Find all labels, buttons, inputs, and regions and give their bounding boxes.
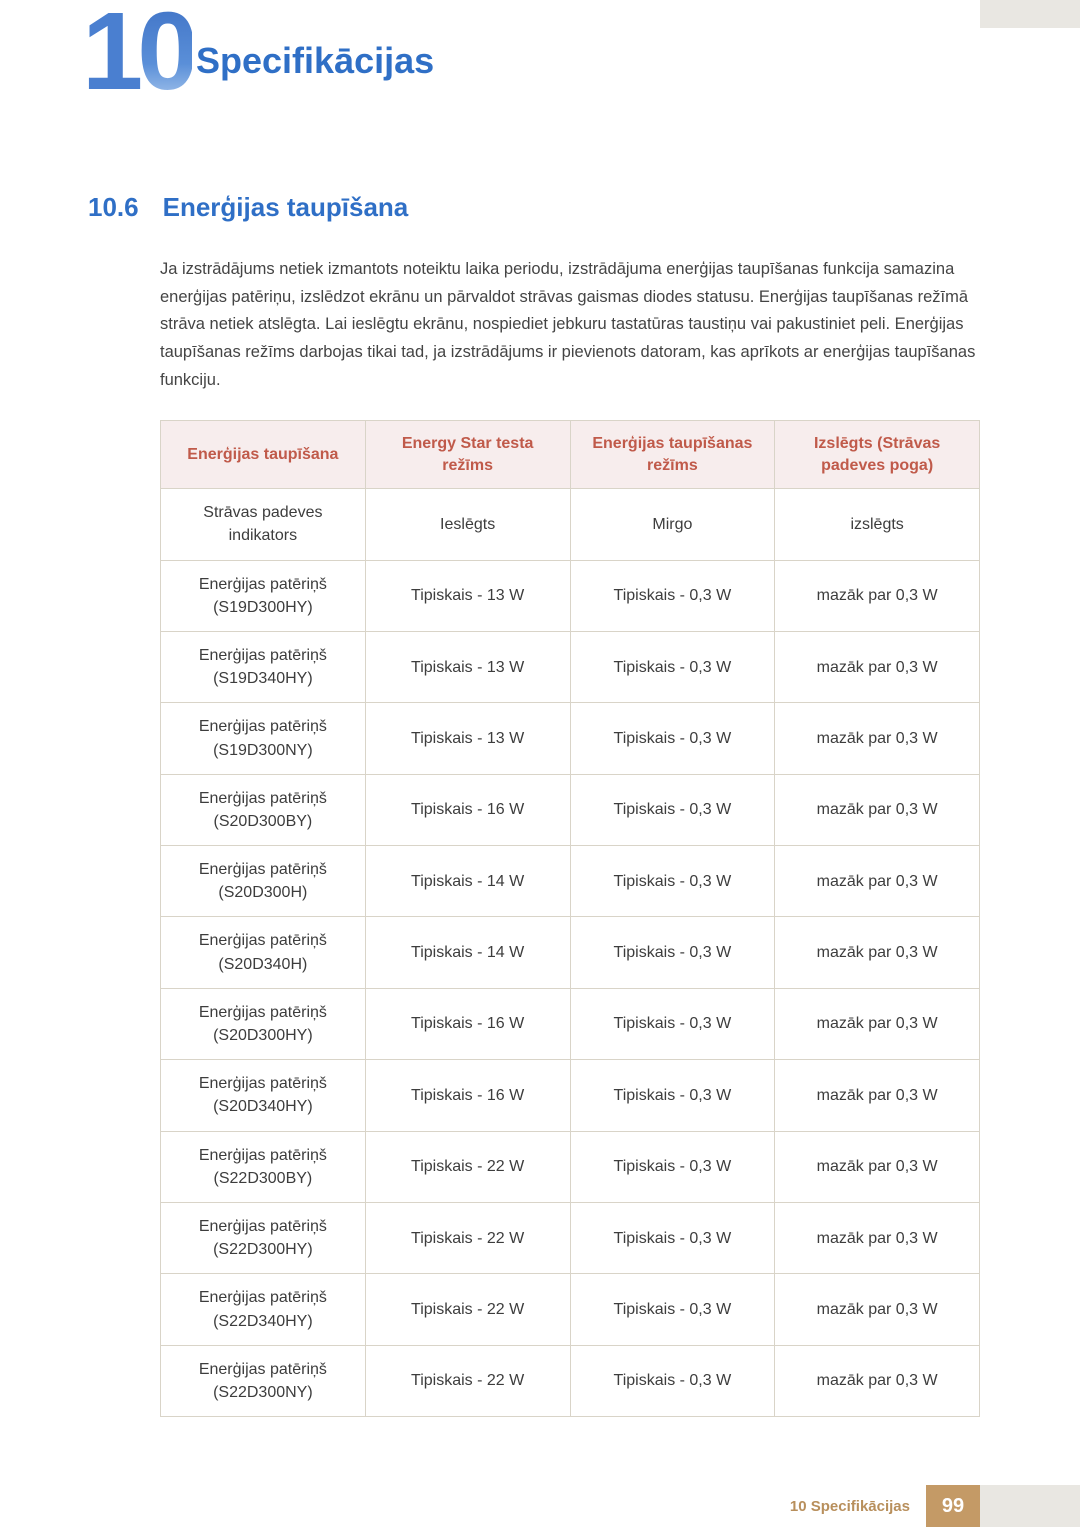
row-label: Enerģijas patēriņš(S20D340H) bbox=[161, 917, 366, 988]
table-row: Enerģijas patēriņš(S19D340HY)Tipiskais -… bbox=[161, 631, 980, 702]
chapter-number-badge: 10 bbox=[82, 0, 192, 105]
row-label: Enerģijas patēriņš(S20D300H) bbox=[161, 846, 366, 917]
cell: Tipiskais - 22 W bbox=[365, 1345, 570, 1416]
table-row: Enerģijas patēriņš(S20D300HY)Tipiskais -… bbox=[161, 988, 980, 1059]
cell: Tipiskais - 0,3 W bbox=[570, 560, 775, 631]
cell: Tipiskais - 16 W bbox=[365, 1060, 570, 1131]
cell: Tipiskais - 0,3 W bbox=[570, 988, 775, 1059]
cell: Tipiskais - 0,3 W bbox=[570, 1202, 775, 1273]
cell: mazāk par 0,3 W bbox=[775, 774, 980, 845]
cell: Tipiskais - 14 W bbox=[365, 917, 570, 988]
table-row: Strāvas padevesindikatorsIeslēgtsMirgoiz… bbox=[161, 489, 980, 560]
cell: mazāk par 0,3 W bbox=[775, 1345, 980, 1416]
col-header-2: Enerģijas taupīšanas režīms bbox=[570, 421, 775, 489]
row-label: Enerģijas patēriņš(S22D300BY) bbox=[161, 1131, 366, 1202]
col-header-3: Izslēgts (Strāvas padeves poga) bbox=[775, 421, 980, 489]
section-title: Enerģijas taupīšana bbox=[163, 192, 409, 223]
cell: mazāk par 0,3 W bbox=[775, 1060, 980, 1131]
cell: Tipiskais - 22 W bbox=[365, 1131, 570, 1202]
cell: Tipiskais - 0,3 W bbox=[570, 1345, 775, 1416]
table-row: Enerģijas patēriņš(S19D300HY)Tipiskais -… bbox=[161, 560, 980, 631]
cell: Tipiskais - 0,3 W bbox=[570, 917, 775, 988]
cell: mazāk par 0,3 W bbox=[775, 846, 980, 917]
row-label: Enerģijas patēriņš(S22D340HY) bbox=[161, 1274, 366, 1345]
table-row: Enerģijas patēriņš(S20D340H)Tipiskais - … bbox=[161, 917, 980, 988]
cell: Ieslēgts bbox=[365, 489, 570, 560]
chapter-digit-1: 1 bbox=[82, 0, 137, 113]
row-label: Enerģijas patēriņš(S20D300BY) bbox=[161, 774, 366, 845]
table-row: Enerģijas patēriņš(S22D340HY)Tipiskais -… bbox=[161, 1274, 980, 1345]
table-row: Enerģijas patēriņš(S22D300NY)Tipiskais -… bbox=[161, 1345, 980, 1416]
cell: Tipiskais - 0,3 W bbox=[570, 1131, 775, 1202]
row-label: Enerģijas patēriņš(S22D300HY) bbox=[161, 1202, 366, 1273]
page: 10 Specifikācijas 10.6 Enerģijas taupīša… bbox=[0, 0, 1080, 1527]
table-row: Enerģijas patēriņš(S20D300BY)Tipiskais -… bbox=[161, 774, 980, 845]
bottom-margin-bar bbox=[980, 1485, 1080, 1527]
table-row: Enerģijas patēriņš(S22D300BY)Tipiskais -… bbox=[161, 1131, 980, 1202]
cell: mazāk par 0,3 W bbox=[775, 703, 980, 774]
cell: mazāk par 0,3 W bbox=[775, 560, 980, 631]
top-margin-bar bbox=[980, 0, 1080, 28]
table-row: Enerģijas patēriņš(S20D300H)Tipiskais - … bbox=[161, 846, 980, 917]
col-header-0: Enerģijas taupīšana bbox=[161, 421, 366, 489]
cell: Tipiskais - 0,3 W bbox=[570, 703, 775, 774]
footer-label: 10 Specifikācijas bbox=[774, 1485, 926, 1527]
row-label: Enerģijas patēriņš(S22D300NY) bbox=[161, 1345, 366, 1416]
cell: Tipiskais - 13 W bbox=[365, 631, 570, 702]
cell: Mirgo bbox=[570, 489, 775, 560]
cell: mazāk par 0,3 W bbox=[775, 1202, 980, 1273]
cell: Tipiskais - 13 W bbox=[365, 560, 570, 631]
table: Enerģijas taupīšana Energy Star testa re… bbox=[160, 420, 980, 1417]
cell: Tipiskais - 14 W bbox=[365, 846, 570, 917]
table-head: Enerģijas taupīšana Energy Star testa re… bbox=[161, 421, 980, 489]
row-label: Enerģijas patēriņš(S20D300HY) bbox=[161, 988, 366, 1059]
row-label: Strāvas padevesindikators bbox=[161, 489, 366, 560]
cell: izslēgts bbox=[775, 489, 980, 560]
cell: mazāk par 0,3 W bbox=[775, 631, 980, 702]
table-row: Enerģijas patēriņš(S22D300HY)Tipiskais -… bbox=[161, 1202, 980, 1273]
table-header-row: Enerģijas taupīšana Energy Star testa re… bbox=[161, 421, 980, 489]
cell: Tipiskais - 0,3 W bbox=[570, 846, 775, 917]
cell: Tipiskais - 16 W bbox=[365, 988, 570, 1059]
chapter-title: Specifikācijas bbox=[196, 40, 434, 82]
cell: Tipiskais - 0,3 W bbox=[570, 1060, 775, 1131]
col-header-1: Energy Star testa režīms bbox=[365, 421, 570, 489]
table-body: Strāvas padevesindikatorsIeslēgtsMirgoiz… bbox=[161, 489, 980, 1417]
footer: 10 Specifikācijas 99 bbox=[0, 1485, 1080, 1527]
row-label: Enerģijas patēriņš(S20D340HY) bbox=[161, 1060, 366, 1131]
row-label: Enerģijas patēriņš(S19D300NY) bbox=[161, 703, 366, 774]
cell: mazāk par 0,3 W bbox=[775, 917, 980, 988]
cell: Tipiskais - 22 W bbox=[365, 1274, 570, 1345]
cell: mazāk par 0,3 W bbox=[775, 988, 980, 1059]
cell: mazāk par 0,3 W bbox=[775, 1131, 980, 1202]
cell: Tipiskais - 0,3 W bbox=[570, 774, 775, 845]
chapter-digit-0: 0 bbox=[137, 0, 192, 113]
power-saving-table: Enerģijas taupīšana Energy Star testa re… bbox=[160, 420, 980, 1417]
cell: Tipiskais - 13 W bbox=[365, 703, 570, 774]
cell: Tipiskais - 0,3 W bbox=[570, 631, 775, 702]
cell: mazāk par 0,3 W bbox=[775, 1274, 980, 1345]
row-label: Enerģijas patēriņš(S19D300HY) bbox=[161, 560, 366, 631]
section-heading: 10.6 Enerģijas taupīšana bbox=[88, 192, 408, 223]
cell: Tipiskais - 0,3 W bbox=[570, 1274, 775, 1345]
body-paragraph: Ja izstrādājums netiek izmantots noteikt… bbox=[160, 256, 980, 395]
table-row: Enerģijas patēriņš(S19D300NY)Tipiskais -… bbox=[161, 703, 980, 774]
section-number: 10.6 bbox=[88, 192, 139, 223]
footer-page-number: 99 bbox=[926, 1485, 980, 1527]
cell: Tipiskais - 16 W bbox=[365, 774, 570, 845]
row-label: Enerģijas patēriņš(S19D340HY) bbox=[161, 631, 366, 702]
cell: Tipiskais - 22 W bbox=[365, 1202, 570, 1273]
table-row: Enerģijas patēriņš(S20D340HY)Tipiskais -… bbox=[161, 1060, 980, 1131]
